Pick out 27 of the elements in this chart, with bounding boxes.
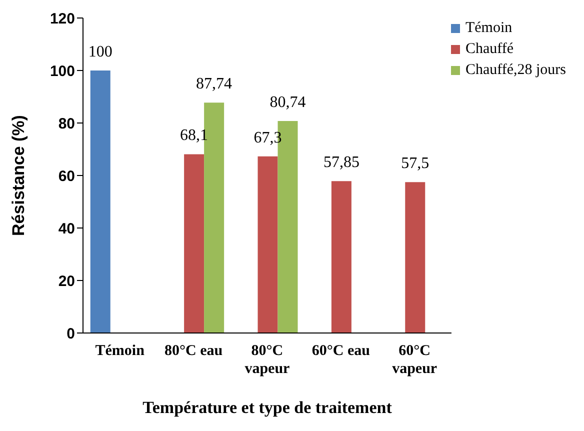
y-tick-label: 40	[58, 220, 75, 238]
data-label: 80,74	[270, 94, 306, 112]
bar	[184, 154, 204, 333]
bar	[258, 156, 278, 333]
data-label: 57,85	[323, 154, 360, 172]
x-tick-label: 80°C eau	[164, 343, 223, 359]
y-tick-label: 20	[58, 272, 75, 290]
bar	[405, 182, 426, 333]
y-tick-label: 0	[66, 325, 75, 342]
y-tick-label: 120	[50, 10, 75, 28]
data-label: 87,74	[196, 76, 232, 93]
bar	[331, 181, 352, 333]
y-tick-label: 60	[58, 168, 75, 185]
y-tick-label: 80	[58, 115, 75, 132]
legend-label: Témoin	[465, 20, 512, 37]
x-axis-title: Température et type de traitement	[142, 398, 392, 417]
legend-label: Chauffé	[465, 41, 514, 58]
x-tick-label: Témoin	[95, 343, 146, 359]
x-tick-label: 60°C vapeur	[392, 343, 438, 377]
bar	[90, 70, 110, 333]
legend-label: Chauffé,28 jours	[465, 62, 566, 79]
x-tick-label: 80°C vapeur	[244, 343, 290, 377]
data-label: 100	[88, 44, 112, 60]
data-label: 57,5	[401, 155, 430, 172]
x-tick-label: 60°C eau	[312, 343, 370, 359]
y-axis-title: Résistance (%)	[9, 115, 28, 236]
y-tick-label: 100	[50, 62, 75, 80]
